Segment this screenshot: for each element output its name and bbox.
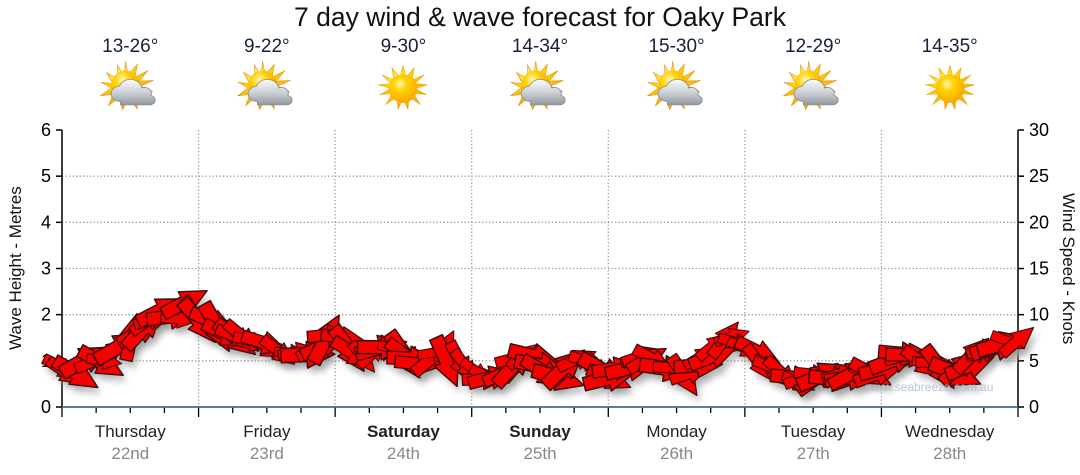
svg-text:0: 0: [41, 397, 51, 417]
svg-text:25: 25: [1029, 166, 1049, 186]
svg-text:10: 10: [1029, 305, 1049, 325]
svg-text:2: 2: [41, 305, 51, 325]
svg-text:Monday: Monday: [646, 422, 707, 441]
svg-text:27th: 27th: [797, 444, 830, 463]
svg-text:Friday: Friday: [243, 422, 291, 441]
svg-text:23rd: 23rd: [250, 444, 284, 463]
svg-text:15: 15: [1029, 259, 1049, 279]
svg-text:5: 5: [1029, 351, 1039, 371]
svg-text:20: 20: [1029, 212, 1049, 232]
svg-text:26th: 26th: [660, 444, 693, 463]
svg-text:4: 4: [41, 212, 51, 232]
svg-text:30: 30: [1029, 120, 1049, 140]
svg-text:3: 3: [41, 259, 51, 279]
svg-text:6: 6: [41, 120, 51, 140]
svg-text:Saturday: Saturday: [367, 422, 440, 441]
svg-text:25th: 25th: [523, 444, 556, 463]
svg-text:Wednesday: Wednesday: [905, 422, 995, 441]
svg-text:5: 5: [41, 166, 51, 186]
svg-text:28th: 28th: [933, 444, 966, 463]
svg-text:Thursday: Thursday: [95, 422, 166, 441]
svg-text:22nd: 22nd: [111, 444, 149, 463]
svg-text:24th: 24th: [387, 444, 420, 463]
svg-text:Sunday: Sunday: [509, 422, 571, 441]
svg-text:Tuesday: Tuesday: [781, 422, 846, 441]
svg-text:0: 0: [1029, 397, 1039, 417]
